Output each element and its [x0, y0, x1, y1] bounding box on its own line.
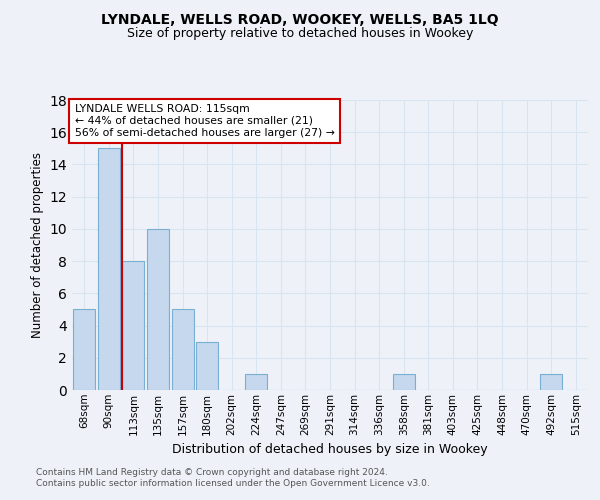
Bar — [196, 342, 218, 390]
Bar — [392, 374, 415, 390]
Text: Size of property relative to detached houses in Wookey: Size of property relative to detached ho… — [127, 28, 473, 40]
Bar — [245, 374, 268, 390]
Text: LYNDALE, WELLS ROAD, WOOKEY, WELLS, BA5 1LQ: LYNDALE, WELLS ROAD, WOOKEY, WELLS, BA5 … — [101, 12, 499, 26]
X-axis label: Distribution of detached houses by size in Wookey: Distribution of detached houses by size … — [172, 443, 488, 456]
Bar — [122, 261, 145, 390]
Bar — [172, 310, 194, 390]
Bar — [540, 374, 562, 390]
Text: Contains HM Land Registry data © Crown copyright and database right 2024.
Contai: Contains HM Land Registry data © Crown c… — [36, 468, 430, 487]
Bar — [147, 229, 169, 390]
Bar — [73, 310, 95, 390]
Text: LYNDALE WELLS ROAD: 115sqm
← 44% of detached houses are smaller (21)
56% of semi: LYNDALE WELLS ROAD: 115sqm ← 44% of deta… — [74, 104, 334, 138]
Bar — [98, 148, 120, 390]
Y-axis label: Number of detached properties: Number of detached properties — [31, 152, 44, 338]
